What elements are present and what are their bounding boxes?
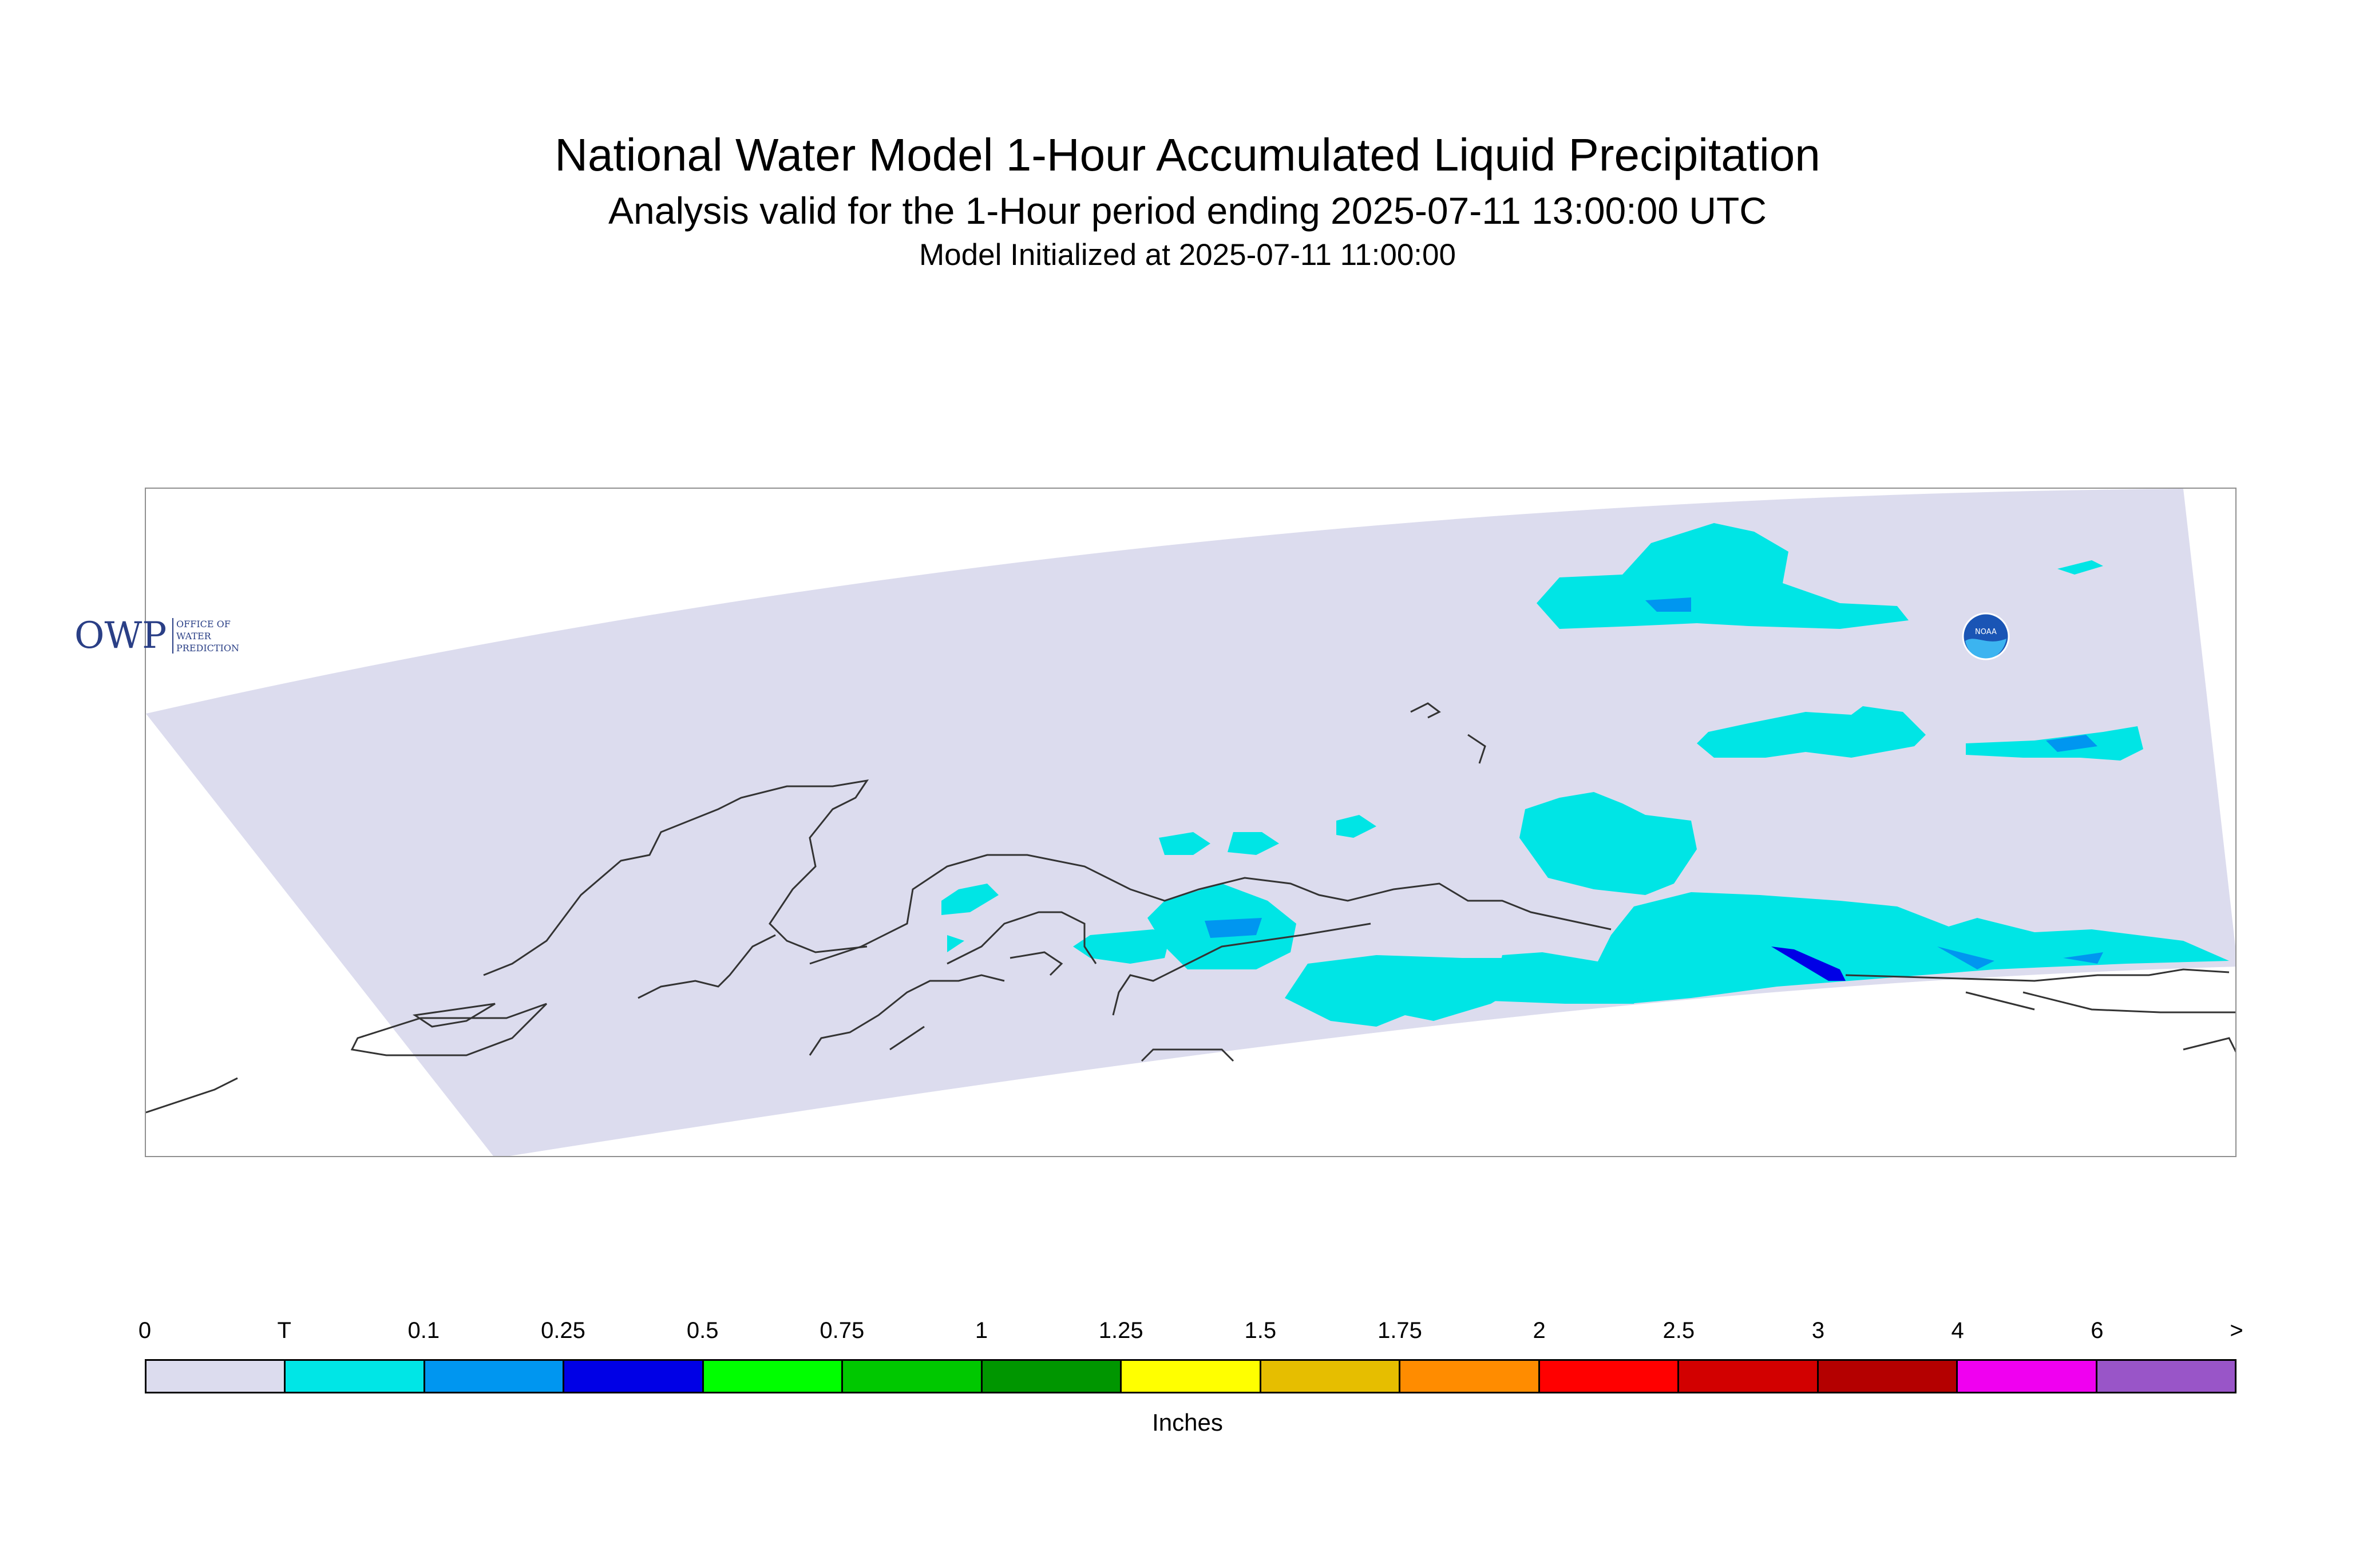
- legend-swatch: [2097, 1361, 2235, 1392]
- precip-area: [2046, 735, 2097, 752]
- coastline: [1410, 702, 1441, 719]
- coastline: [889, 1025, 925, 1051]
- legend-tick-label: 0.25: [541, 1318, 585, 1343]
- precip-area: [2063, 952, 2103, 964]
- legend-swatch: [982, 1361, 1122, 1392]
- legend-tick-label: 1.25: [1098, 1318, 1143, 1343]
- legend-tick-label: 0.5: [686, 1318, 719, 1343]
- precip-area: [1285, 955, 1519, 1027]
- legend-units: Inches: [1152, 1409, 1223, 1436]
- coastline: [483, 779, 869, 976]
- legend-tick-label: T: [277, 1318, 291, 1343]
- legend-swatch: [1818, 1361, 1958, 1392]
- legend-tick-label: 1.5: [1244, 1318, 1277, 1343]
- legend-swatch: [1539, 1361, 1680, 1392]
- legend-swatch: [843, 1361, 983, 1392]
- precip-area: [1205, 918, 1262, 938]
- precip-area: [1697, 706, 1926, 758]
- owp-logo-line: WATER: [176, 631, 212, 642]
- precip-area: [1073, 929, 1170, 964]
- legend-swatch: [1679, 1361, 1819, 1392]
- precip-area: [1937, 947, 1994, 969]
- legend-swatch: [1122, 1361, 1261, 1392]
- legend-swatch: [425, 1361, 565, 1392]
- precip-area: [1594, 892, 2229, 1004]
- legend-swatch: [564, 1361, 704, 1392]
- coastline: [350, 1003, 548, 1056]
- legend-tick-label: >: [2230, 1318, 2243, 1343]
- precip-trace-areas: [941, 523, 2229, 1027]
- precip-area: [1537, 523, 1909, 629]
- owp-logo-line: PREDICTION: [176, 643, 239, 654]
- precip-area: [1491, 952, 1645, 1004]
- coastline: [1467, 734, 1486, 764]
- precip-area: [1336, 815, 1376, 838]
- legend-tick-label: 4: [1951, 1318, 1964, 1343]
- legend-tick-label: 1: [975, 1318, 988, 1343]
- map-title: National Water Model 1-Hour Accumulated …: [555, 129, 1820, 180]
- legend-swatch: [1400, 1361, 1540, 1392]
- coastline: [1112, 922, 1371, 1016]
- owp-logo-line: OFFICE OF: [176, 619, 231, 629]
- coastline: [1141, 1048, 1234, 1062]
- coastline: [1845, 968, 2230, 982]
- owp-logo: OWP OFFICE OF WATER PREDICTION: [74, 612, 280, 658]
- precip-area: [1645, 597, 1691, 612]
- precip-area: [947, 935, 964, 952]
- legend-swatch: [703, 1361, 844, 1392]
- legend-tick-label: 3: [1811, 1318, 1825, 1343]
- legend-tick-label: 2: [1533, 1318, 1546, 1343]
- legend-swatch: [1261, 1361, 1401, 1392]
- map-subtitle: Analysis valid for the 1-Hour period end…: [608, 189, 1767, 232]
- map-frame: [145, 488, 2237, 1157]
- legend-tick-label: 2.5: [1662, 1318, 1695, 1343]
- color-legend: [145, 1359, 2237, 1393]
- precip-area: [1228, 832, 1279, 855]
- noaa-logo-text: NOAA: [1975, 628, 1997, 636]
- legend-swatch: [1958, 1361, 2097, 1392]
- precip-area: [2057, 560, 2103, 575]
- precip-area: [1519, 792, 1697, 895]
- model-domain: [146, 489, 2235, 1156]
- coastline: [146, 1077, 238, 1114]
- noaa-logo: NOAA: [1962, 612, 2010, 660]
- model-init-line: Model Initialized at 2025-07-11 11:00:00: [919, 238, 1456, 272]
- coastline: [2022, 991, 2235, 1013]
- precip-area: [1159, 832, 1210, 855]
- legend-tick-label: 1.75: [1378, 1318, 1422, 1343]
- legend-tick-label: 0.75: [820, 1318, 865, 1343]
- coastline: [947, 911, 1097, 965]
- legend-tick-label: 0.1: [407, 1318, 440, 1343]
- coastline: [1965, 991, 2035, 1011]
- coastline: [2183, 1037, 2235, 1053]
- coastline: [638, 934, 776, 999]
- coastlines: [146, 702, 2235, 1114]
- precipitation-map: [146, 489, 2235, 1156]
- legend-tick-label: 0: [138, 1318, 152, 1343]
- coastline: [1010, 951, 1063, 976]
- precip-area: [941, 884, 999, 915]
- coastline: [809, 974, 1005, 1056]
- legend-tick-label: 6: [2091, 1318, 2104, 1343]
- owp-logo-text: OWP: [74, 615, 167, 657]
- coastline: [412, 1003, 496, 1028]
- legend-swatch: [147, 1361, 286, 1392]
- coastline: [809, 854, 1612, 965]
- legend-swatch: [286, 1361, 425, 1392]
- precip-heavy-band: [1771, 947, 1846, 981]
- precip-light-areas: [1205, 597, 2103, 969]
